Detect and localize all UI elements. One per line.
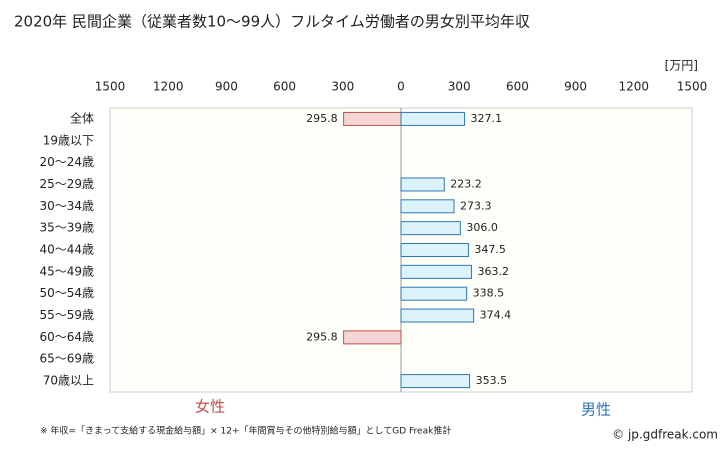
value-label: 295.8 <box>306 330 338 343</box>
y-tick-label: 19歳以下 <box>43 133 94 147</box>
credit: © jp.gdfreak.com <box>612 428 718 442</box>
legend-label: 女性 <box>195 398 225 416</box>
y-tick-label: 60〜64歳 <box>39 330 94 344</box>
value-label: 306.0 <box>466 221 498 234</box>
value-label: 223.2 <box>450 177 482 190</box>
y-tick-label: 35〜39歳 <box>39 221 94 235</box>
x-tick-label: 600 <box>506 80 529 94</box>
value-label: 363.2 <box>477 265 509 278</box>
bar <box>400 221 461 236</box>
chart-title: 2020年 民間企業（従業者数10〜99人）フルタイム労働者の男女別平均年収 <box>14 13 530 31</box>
x-tick-label: 1200 <box>619 80 650 94</box>
legend-label: 男性 <box>581 401 611 419</box>
value-label: 374.4 <box>480 309 512 322</box>
bar <box>343 111 402 126</box>
y-tick-label: 50〜54歳 <box>39 286 94 300</box>
value-label: 338.5 <box>473 287 505 300</box>
bar <box>400 199 455 214</box>
y-tick-label: 全体 <box>70 110 94 125</box>
value-label: 273.3 <box>460 199 492 212</box>
unit-label: [万円] <box>665 59 698 73</box>
bar <box>400 286 468 301</box>
y-tick-label: 70歳以上 <box>43 374 94 388</box>
x-tick-label: 600 <box>273 80 296 94</box>
x-tick-label: 1500 <box>677 80 708 94</box>
bar <box>400 374 471 389</box>
value-label: 327.1 <box>470 112 502 125</box>
bar <box>400 264 472 279</box>
x-tick-label: 0 <box>397 80 405 94</box>
bar <box>400 111 465 126</box>
x-tick-label: 300 <box>448 80 471 94</box>
value-label: 295.8 <box>306 112 338 125</box>
bar <box>400 243 469 257</box>
y-tick-label: 55〜59歳 <box>39 308 94 322</box>
x-tick-label: 900 <box>215 80 238 94</box>
y-tick-label: 30〜34歳 <box>39 199 94 213</box>
footnote: ※ 年収=「きまって支給する現金給与額」× 12+「年間賞与その他特別給与額」と… <box>40 425 451 437</box>
bar <box>400 308 475 323</box>
value-label: 347.5 <box>474 243 506 256</box>
y-tick-label: 45〜49歳 <box>39 264 94 278</box>
bar <box>343 330 402 345</box>
y-tick-label: 20〜24歳 <box>39 155 94 169</box>
x-tick-label: 1200 <box>153 80 184 94</box>
y-tick-label: 25〜29歳 <box>39 177 94 191</box>
y-tick-label: 40〜44歳 <box>39 243 94 257</box>
x-tick-label: 300 <box>331 80 354 94</box>
bar <box>400 177 445 192</box>
x-tick-label: 900 <box>564 80 587 94</box>
value-label: 353.5 <box>476 374 508 387</box>
y-tick-label: 65〜69歳 <box>39 352 94 366</box>
x-tick-label: 1500 <box>95 80 126 94</box>
